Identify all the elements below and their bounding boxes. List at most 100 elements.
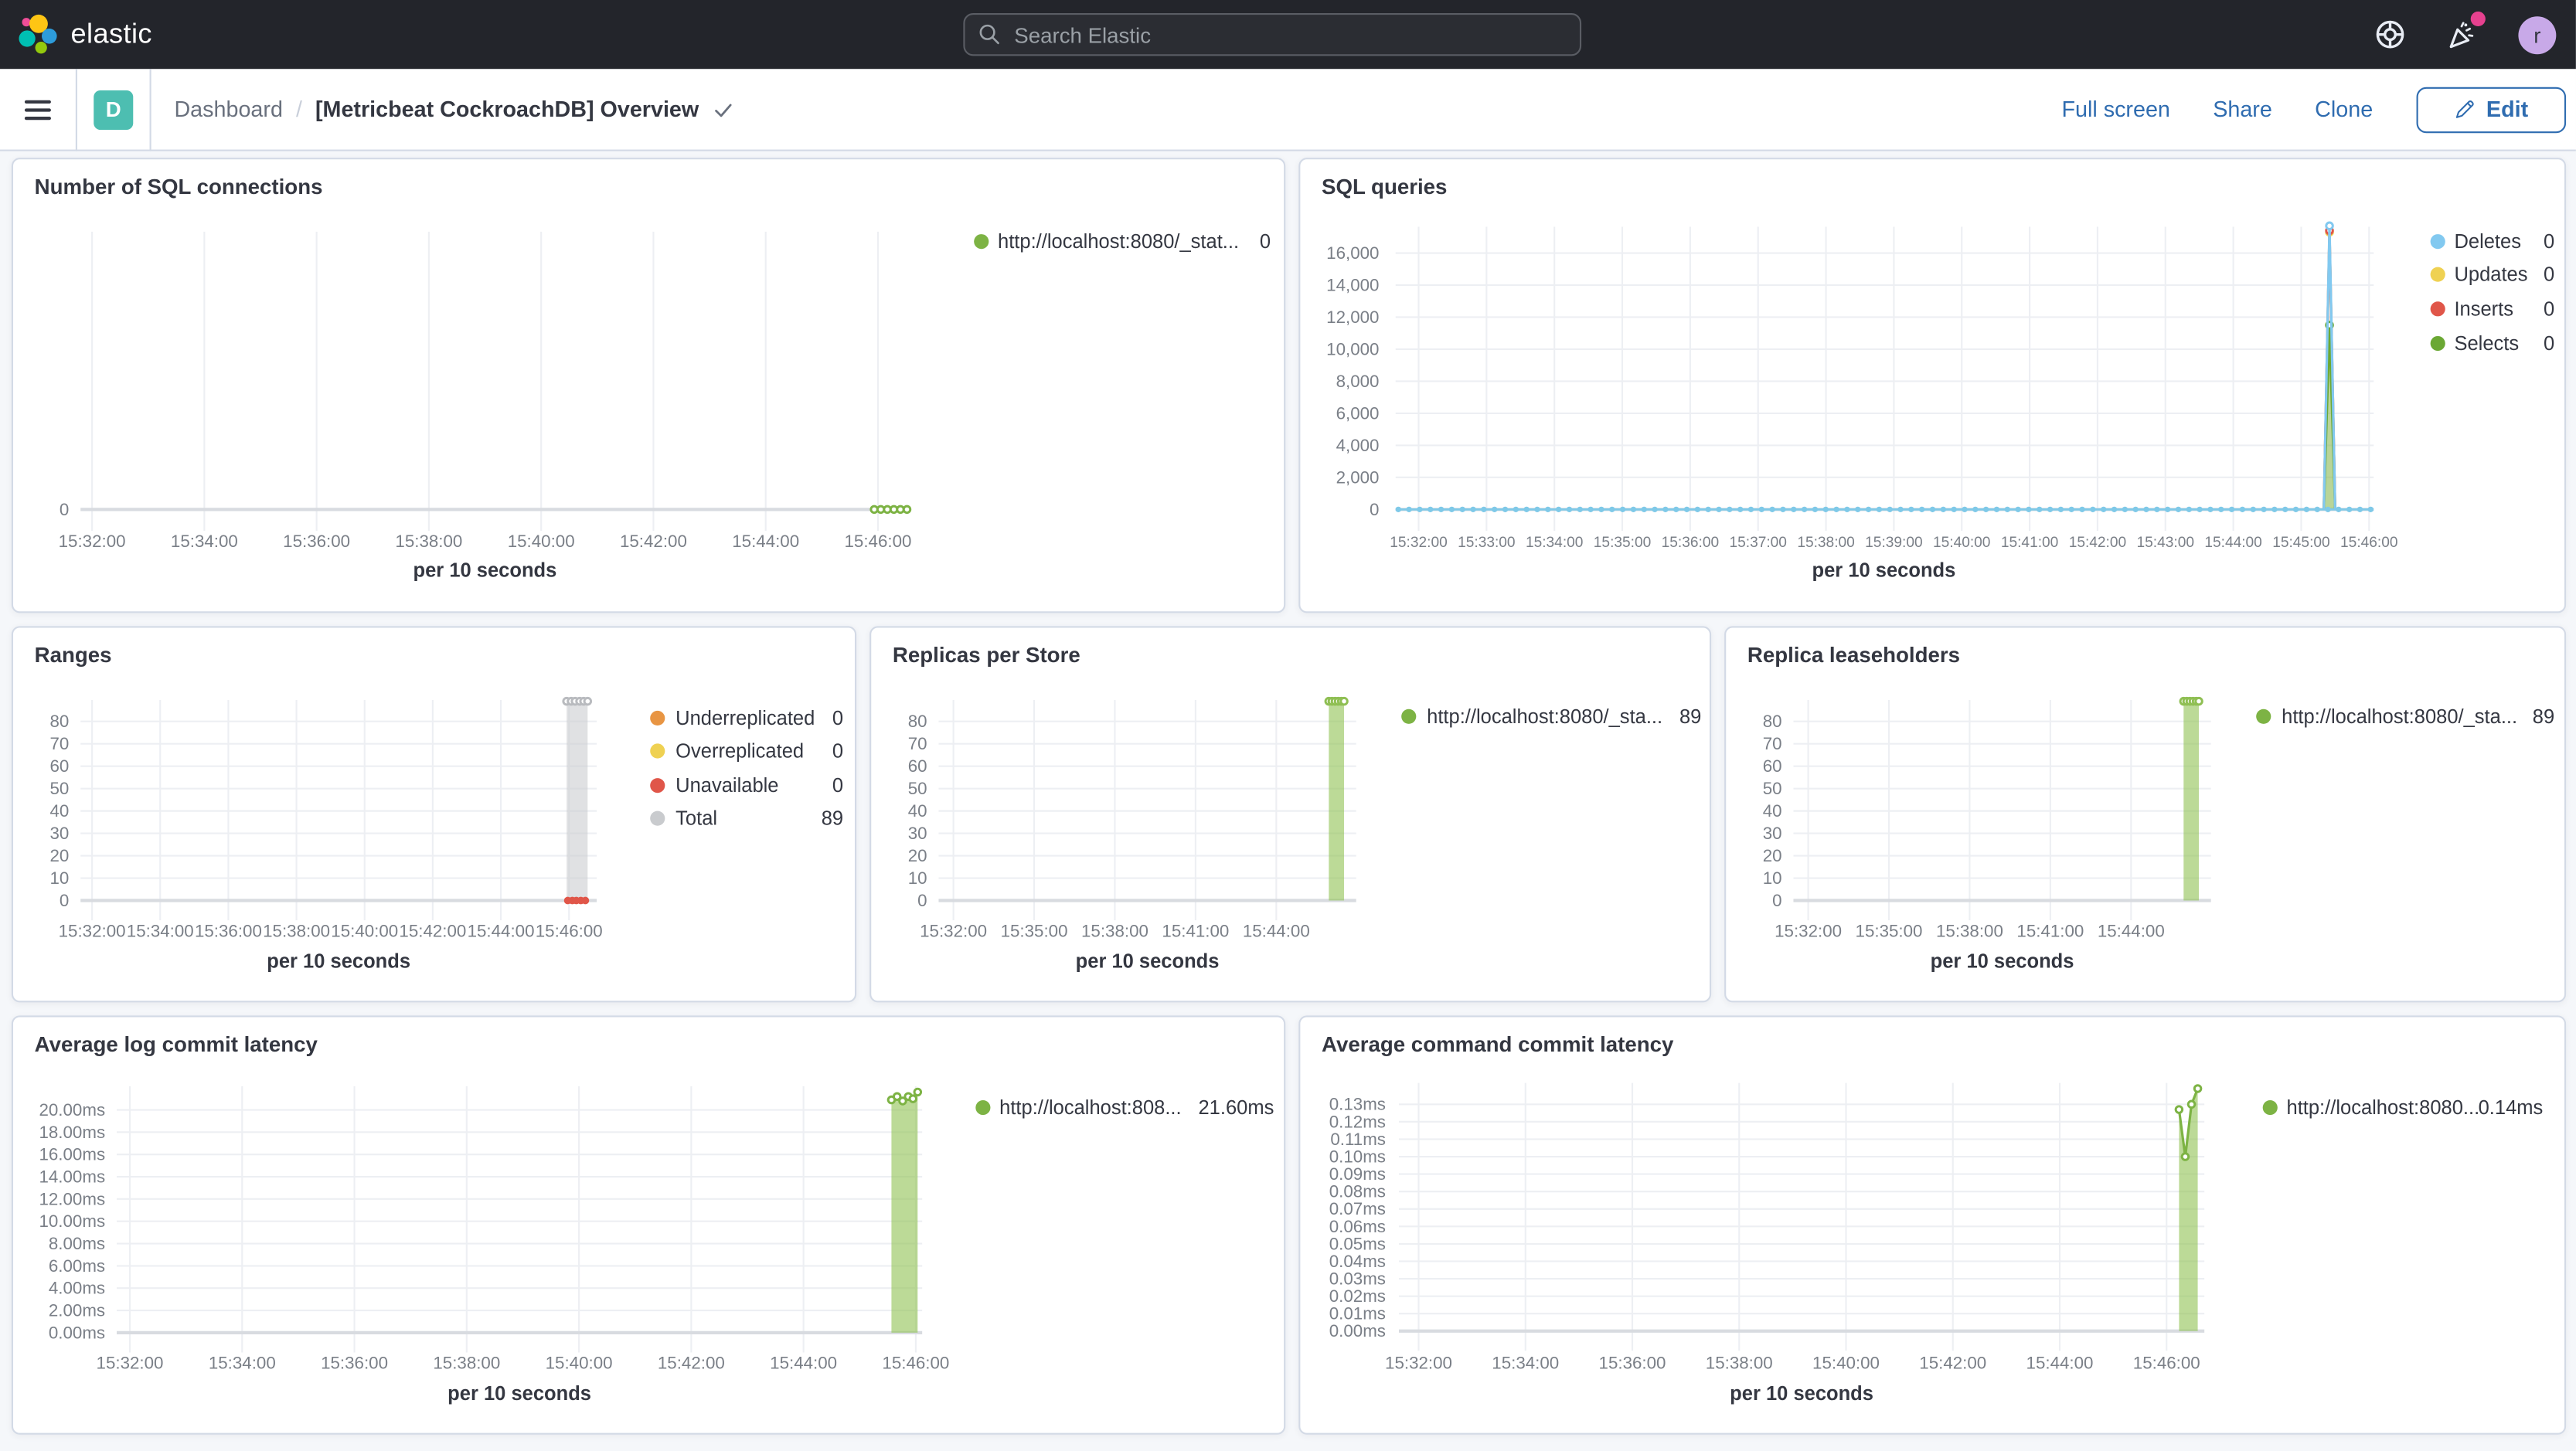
legend-label: Overreplicated xyxy=(675,741,804,763)
user-avatar[interactable]: r xyxy=(2518,15,2557,54)
x-tick-label: 15:38:00 xyxy=(1797,535,1854,551)
elastic-logo[interactable]: elastic xyxy=(16,13,152,56)
y-tick-label: 80 xyxy=(908,712,927,731)
x-tick-label: 15:33:00 xyxy=(1458,535,1515,551)
legend-item[interactable]: http://localhost:808... 21.60ms xyxy=(975,1097,1274,1119)
x-tick-label: 15:35:00 xyxy=(1001,921,1068,940)
series-sql-connections-marker xyxy=(902,505,912,515)
search-icon xyxy=(979,24,999,45)
brand-text: elastic xyxy=(70,18,152,49)
legend-item[interactable]: Underreplicated 0 xyxy=(650,708,843,729)
series-log-commit-latency-marker xyxy=(908,1094,918,1103)
y-tick-label: 60 xyxy=(49,756,69,776)
breadcrumb-separator: / xyxy=(295,97,302,122)
legend-label: http://localhost:8080/_sta... xyxy=(2282,706,2517,728)
x-tick-label: 15:38:00 xyxy=(1936,921,2003,940)
share-button[interactable]: Share xyxy=(2213,97,2272,122)
x-tick-label: 15:42:00 xyxy=(399,921,466,940)
x-tick-label: 15:34:00 xyxy=(1492,1354,1559,1373)
full-screen-button[interactable]: Full screen xyxy=(2061,97,2170,122)
x-tick-label: 15:35:00 xyxy=(1856,921,1923,940)
replica-leaseholders-chart[interactable]: 80 70 60 50 40 30 20 10 0 15:32:00 15:35:00 15:38:0… xyxy=(1726,627,2567,1004)
check-icon[interactable] xyxy=(712,98,735,121)
x-tick-label: 15:36:00 xyxy=(321,1354,388,1373)
panel-title: Replica leaseholders xyxy=(1747,642,1960,668)
y-tick-label: 50 xyxy=(49,779,69,798)
life-buoy-icon xyxy=(2376,20,2404,49)
panel-title: Replicas per Store xyxy=(892,642,1080,668)
menu-button[interactable] xyxy=(0,68,77,151)
sql-queries-chart[interactable]: 16,000 14,000 12,000 10,000 8,000 6,000 4,000 2… xyxy=(1300,159,2567,614)
legend-item[interactable]: Inserts 0 xyxy=(2430,298,2555,320)
legend-item[interactable]: http://localhost:8080...0.14ms xyxy=(2262,1097,2544,1119)
search-input[interactable] xyxy=(1011,20,1567,49)
legend-item[interactable]: http://localhost:8080/_sta... 89 xyxy=(1401,706,1701,728)
legend-value: 21.60ms xyxy=(1198,1097,1274,1119)
x-tick-label: 15:46:00 xyxy=(882,1354,949,1373)
panel-ranges: Ranges 80 70 60 50 40 30 20 10 0 15:32:00 15:34:00… xyxy=(11,626,858,1004)
y-tick-label: 0.06ms xyxy=(1329,1217,1386,1236)
y-tick-label: 10 xyxy=(1763,868,1782,888)
notification-dot xyxy=(2470,11,2486,27)
series-Total-area xyxy=(567,701,588,901)
legend-item[interactable]: Updates 0 xyxy=(2430,264,2555,286)
x-tick-label: 15:37:00 xyxy=(1729,535,1786,551)
y-tick-label: 12.00ms xyxy=(39,1189,105,1208)
log-commit-latency-chart[interactable]: 20.00ms 18.00ms 16.00ms 14.00ms 12.00ms 10.00… xyxy=(13,1018,1287,1436)
x-tick-label: 15:42:00 xyxy=(658,1354,725,1373)
legend-swatch xyxy=(2256,709,2271,724)
global-search[interactable] xyxy=(963,13,1582,56)
series-Total-marker xyxy=(583,696,593,706)
legend-item[interactable]: Total 89 xyxy=(650,808,843,830)
series-command-commit-latency-marker xyxy=(2180,1152,2190,1161)
x-axis-title: per 10 seconds xyxy=(1931,951,2074,973)
command-commit-latency-chart[interactable]: 0.13ms0.12ms0.11ms0.10ms0.09ms0.08ms0.07… xyxy=(1300,1018,2567,1436)
dashboard-app-badge[interactable]: D xyxy=(94,89,134,129)
series-leaseholders-area xyxy=(2183,701,2200,901)
help-button[interactable] xyxy=(2374,18,2407,51)
top-icons: r xyxy=(2374,0,2576,69)
legend-swatch xyxy=(2262,1099,2278,1116)
legend-item[interactable]: Selects 0 xyxy=(2430,333,2555,355)
x-tick-label: 15:32:00 xyxy=(59,921,126,940)
legend-swatch xyxy=(2430,301,2445,317)
y-tick-label: 40 xyxy=(908,801,927,821)
panel-number-of-sql-connections: Number of SQL connections 0 15:32:00 15:34… xyxy=(11,158,1287,614)
x-tick-label: 15:42:00 xyxy=(1919,1354,1986,1373)
x-tick-label: 15:36:00 xyxy=(1662,535,1719,551)
x-tick-label: 15:44:00 xyxy=(468,921,535,940)
y-tick-label: 16,000 xyxy=(1326,243,1379,263)
ranges-chart[interactable]: 80 70 60 50 40 30 20 10 0 15:32:00 15:34:00 15:36:0… xyxy=(13,627,858,1004)
legend-item[interactable]: http://localhost:8080/_sta... 89 xyxy=(2256,706,2554,728)
y-tick-label: 20 xyxy=(1763,846,1782,865)
clone-button[interactable]: Clone xyxy=(2315,97,2374,122)
x-tick-label: 15:34:00 xyxy=(127,921,194,940)
y-tick-label: 14,000 xyxy=(1326,275,1379,294)
breadcrumb-dashboard[interactable]: Dashboard xyxy=(174,97,283,122)
y-tick-label: 0.00ms xyxy=(49,1323,105,1342)
series-Deletes-marker xyxy=(2325,221,2334,231)
x-tick-label: 15:41:00 xyxy=(2016,921,2084,940)
x-tick-label: 15:45:00 xyxy=(2272,535,2329,551)
legend-label: Selects xyxy=(2454,333,2519,355)
breadcrumb: Dashboard / [Metricbeat CockroachDB] Ove… xyxy=(174,97,735,121)
y-tick-label: 0.03ms xyxy=(1329,1269,1386,1289)
y-tick-label: 0.05ms xyxy=(1329,1234,1386,1253)
legend-item[interactable]: Deletes 0 xyxy=(2430,231,2555,253)
replicas-per-store-chart[interactable]: 80 70 60 50 40 30 20 10 0 15:32:00 15:35:00 15:38:0… xyxy=(871,627,1713,1004)
panel-sql-queries: SQL queries 16,000 14,000 12,000 10,000 8,00… xyxy=(1298,158,2567,614)
legend-item[interactable]: http://localhost:8080/_stat... 0 xyxy=(974,231,1271,253)
edit-button[interactable]: Edit xyxy=(2415,86,2567,133)
y-tick-label: 50 xyxy=(1763,779,1782,798)
y-tick-label: 4,000 xyxy=(1336,436,1380,455)
x-tick-label: 15:38:00 xyxy=(263,921,330,940)
news-feed-button[interactable] xyxy=(2446,11,2486,51)
sql-connections-chart[interactable]: 0 15:32:00 15:34:00 15:36:00 15:38:00 15:40:0… xyxy=(13,159,1287,614)
panel-title: SQL queries xyxy=(1322,174,1448,199)
y-tick-label: 10,000 xyxy=(1326,339,1379,359)
y-tick-label: 16.00ms xyxy=(39,1145,105,1164)
series-command-commit-latency-marker xyxy=(2193,1084,2203,1093)
legend-item[interactable]: Overreplicated 0 xyxy=(650,741,843,763)
y-tick-label: 0.00ms xyxy=(1329,1321,1386,1341)
legend-item[interactable]: Unavailable 0 xyxy=(650,775,843,797)
